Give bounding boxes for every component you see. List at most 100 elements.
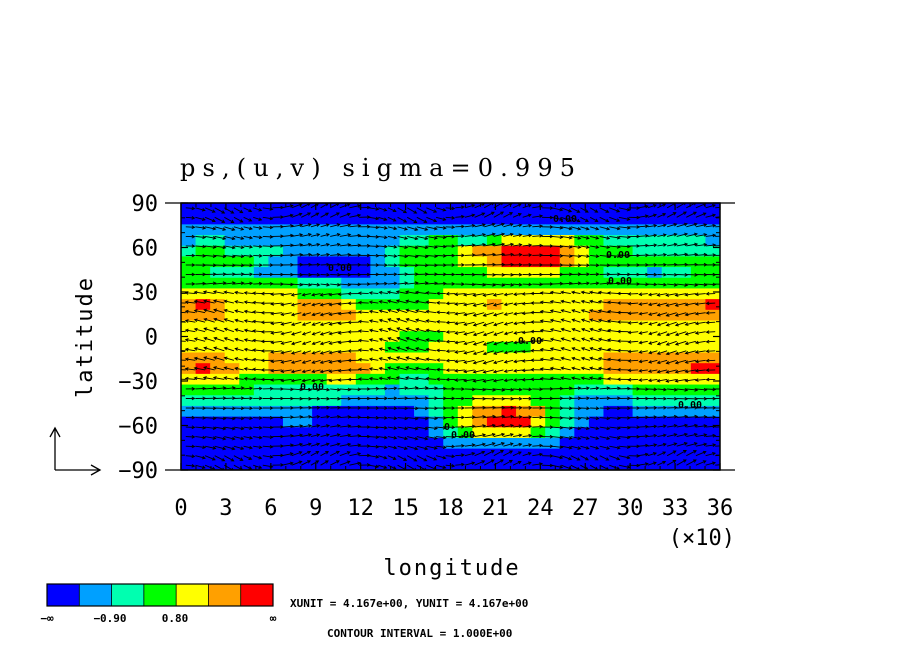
wind-arrow-head <box>585 245 590 249</box>
wind-arrow <box>539 338 552 342</box>
field-cell <box>355 235 371 247</box>
field-cell <box>574 320 590 332</box>
wind-arrow <box>503 369 514 373</box>
wind-arrow <box>243 319 254 323</box>
wind-arrow <box>684 350 697 355</box>
wind-arrow-shaft <box>445 216 455 219</box>
wind-arrow-head <box>471 387 476 392</box>
wind-arrow-shaft <box>415 377 427 380</box>
wind-arrow-shaft <box>550 357 562 361</box>
wind-arrow-shaft <box>235 319 244 323</box>
wind-arrow <box>647 213 658 218</box>
field-cell <box>210 395 226 407</box>
wind-arrow-shaft <box>493 233 505 237</box>
field-cell <box>341 331 357 343</box>
wind-arrow-head <box>665 313 670 317</box>
wind-arrow-head <box>684 252 689 257</box>
wind-arrow <box>416 235 429 241</box>
wind-arrow <box>674 321 687 327</box>
wind-arrow-shaft <box>581 347 591 352</box>
wind-arrow <box>185 234 196 239</box>
wind-arrow-head <box>319 341 324 346</box>
wind-arrow-head <box>337 387 341 392</box>
wind-arrow <box>530 310 542 315</box>
field-cell <box>399 256 415 268</box>
wind-arrow-head <box>594 209 599 213</box>
wind-arrow-head <box>366 205 371 210</box>
wind-arrow-shaft <box>405 291 417 295</box>
wind-arrow <box>599 281 611 286</box>
wind-arrow-shaft <box>590 337 600 342</box>
field-cell <box>530 416 546 428</box>
wind-arrow-head <box>684 242 689 247</box>
wind-arrow <box>425 367 437 371</box>
field-cell <box>297 395 313 407</box>
field-cell <box>239 459 255 470</box>
wind-arrow-head <box>301 331 306 336</box>
wind-arrow-head <box>694 203 697 206</box>
wind-arrow-head <box>290 322 295 327</box>
wind-arrow-head <box>539 338 544 342</box>
field-cell <box>530 267 546 279</box>
field-cell <box>545 299 561 311</box>
field-cell <box>282 256 299 268</box>
wind-arrow-shaft <box>312 331 321 335</box>
wind-arrow-head <box>501 222 506 227</box>
wind-arrow <box>368 338 379 342</box>
wind-arrow-head <box>518 223 523 228</box>
wind-arrow-shaft <box>406 347 417 352</box>
wind-arrow-shaft <box>676 253 688 256</box>
wind-arrow-head <box>684 369 689 374</box>
wind-arrow-shaft <box>281 321 292 325</box>
wind-arrow <box>512 203 522 209</box>
field-cell <box>516 309 532 322</box>
wind-arrow <box>397 426 409 431</box>
wind-arrow-shaft <box>647 388 657 390</box>
wind-arrow-shaft <box>513 244 522 247</box>
wind-arrow-head <box>357 348 362 352</box>
wind-arrow <box>647 396 658 401</box>
field-cell <box>210 405 226 418</box>
field-cell <box>632 213 648 225</box>
wind-arrow-head <box>280 302 285 307</box>
field-cell <box>428 203 444 215</box>
wind-arrow-head <box>606 426 611 431</box>
wind-arrow <box>368 300 379 305</box>
wind-arrow <box>580 245 590 249</box>
wind-arrow-head <box>549 318 554 323</box>
wind-arrow <box>252 300 263 305</box>
wind-arrow-head <box>492 303 497 307</box>
wind-arrow <box>549 337 562 342</box>
wind-arrow <box>203 327 215 333</box>
wind-arrow-shaft <box>291 416 303 419</box>
field-cell <box>428 416 444 428</box>
wind-arrow-head <box>471 253 476 257</box>
wind-arrow-shaft <box>639 302 648 305</box>
field-cell <box>253 427 270 439</box>
wind-arrow-head <box>393 416 398 421</box>
wind-arrow <box>387 346 398 352</box>
wind-arrow <box>560 376 571 381</box>
wind-arrow-head <box>568 218 573 222</box>
wind-arrow <box>193 290 206 295</box>
wind-arrow-shaft <box>522 302 533 305</box>
wind-arrow-head <box>521 377 526 382</box>
field-cell <box>282 224 299 236</box>
wind-arrow-shaft <box>426 378 437 380</box>
wind-arrow <box>436 244 447 249</box>
wind-arrow-shaft <box>695 302 706 305</box>
field-cell <box>195 363 211 375</box>
wind-arrow-head <box>269 425 274 430</box>
field-cell <box>632 427 648 439</box>
wind-arrow-head <box>482 342 487 346</box>
wind-arrow-head <box>221 219 226 223</box>
wind-arrow-head <box>203 346 208 351</box>
wind-arrow-head <box>513 302 518 306</box>
wind-arrow-head <box>463 332 468 336</box>
field-cell <box>457 384 473 396</box>
wind-arrow-head <box>191 396 196 401</box>
wind-arrow <box>667 423 678 428</box>
wind-arrow <box>407 281 419 285</box>
wind-arrow-shaft <box>253 436 262 439</box>
field-cell <box>603 235 619 247</box>
